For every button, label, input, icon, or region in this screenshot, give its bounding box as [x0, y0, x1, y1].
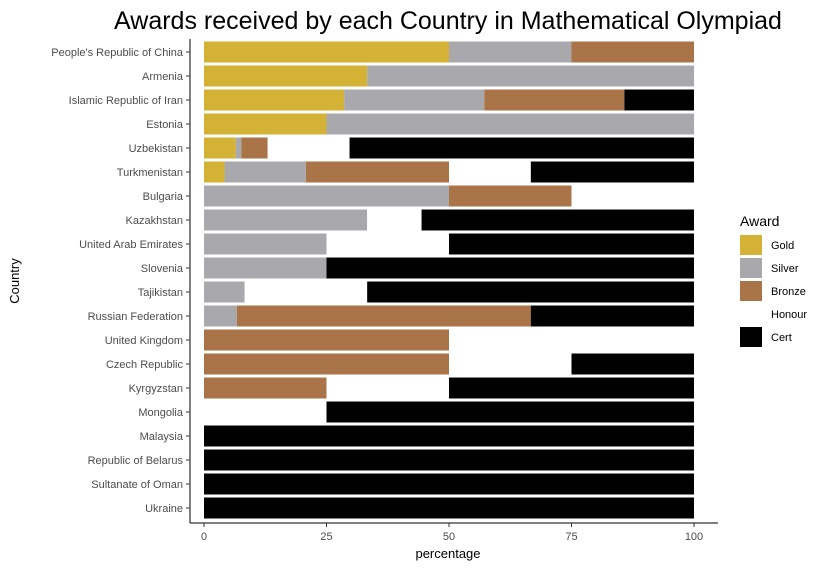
- bar-turkmenistan-bronze: [305, 161, 449, 183]
- legend-label-gold: Gold: [771, 240, 794, 252]
- y-tick-label: Kazakhstan: [126, 215, 183, 227]
- x-axis: 0 25 50 75 100: [190, 522, 718, 543]
- bar-united-kingdom-honour: [449, 329, 694, 351]
- bar-united-arab-emirates-honour: [326, 233, 449, 255]
- bar-united-arab-emirates-silver: [204, 233, 327, 255]
- bar-russian-federation-cert: [530, 305, 694, 327]
- chart-title: Awards received by each Country in Mathe…: [114, 7, 782, 35]
- bar-kazakhstan-silver: [204, 209, 368, 231]
- legend-key-cert: [740, 327, 762, 347]
- legend-label-cert: Cert: [771, 332, 792, 344]
- bar-uzbekistan-silver: [235, 137, 242, 159]
- bar-islamic-republic-of-iran-silver: [344, 89, 485, 111]
- bar-islamic-republic-of-iran-gold: [204, 89, 345, 111]
- y-tick-label: Estonia: [146, 119, 184, 131]
- y-axis-title: Country: [7, 258, 22, 304]
- bar-estonia-silver: [326, 113, 694, 135]
- bar-uzbekistan-bronze: [241, 137, 268, 159]
- bar-uzbekistan-gold: [204, 137, 236, 159]
- y-tick-label: United Kingdom: [105, 335, 183, 347]
- bar-kazakhstan-honour: [367, 209, 422, 231]
- bar-czech-republic-bronze: [204, 353, 449, 375]
- y-tick-label: Malaysia: [140, 431, 184, 443]
- bar-turkmenistan-gold: [204, 161, 225, 183]
- x-tick-label: 0: [201, 531, 207, 543]
- bar-people-s-republic-of-china-silver: [449, 41, 572, 63]
- bar-tajikistan-cert: [367, 281, 694, 303]
- bar-russian-federation-bronze: [236, 305, 531, 327]
- y-tick-label: Uzbekistan: [129, 143, 183, 155]
- x-axis-title: percentage: [415, 546, 480, 561]
- x-tick-label: 25: [320, 531, 332, 543]
- bar-czech-republic-honour: [449, 353, 572, 375]
- bar-slovenia-cert: [326, 257, 694, 279]
- bar-people-s-republic-of-china-gold: [204, 41, 449, 63]
- bar-malaysia-cert: [204, 425, 694, 447]
- legend-key-silver: [740, 258, 762, 278]
- bar-estonia-gold: [204, 113, 327, 135]
- y-tick-label: Armenia: [142, 71, 184, 83]
- bar-uzbekistan-cert: [349, 137, 694, 159]
- bar-turkmenistan-cert: [530, 161, 694, 183]
- legend-title: Award: [740, 213, 779, 229]
- y-tick-label: Slovenia: [141, 263, 184, 275]
- bar-kyrgyzstan-cert: [449, 377, 694, 399]
- bar-kyrgyzstan-honour: [326, 377, 449, 399]
- bar-czech-republic-cert: [571, 353, 694, 375]
- bar-islamic-republic-of-iran-bronze: [484, 89, 625, 111]
- y-tick-label: People's Republic of China: [51, 47, 184, 59]
- bar-mongolia-honour: [204, 401, 327, 423]
- legend-label-bronze: Bronze: [771, 286, 806, 298]
- legend-label-silver: Silver: [771, 263, 799, 275]
- legend-key-honour: [740, 304, 762, 324]
- x-tick-label: 75: [565, 531, 577, 543]
- legend-key-gold: [740, 235, 762, 255]
- y-tick-label: Russian Federation: [88, 311, 183, 323]
- legend: Award Gold Silver Bronze Honour Cert: [740, 213, 807, 347]
- bars-layer: [204, 41, 694, 519]
- y-tick-label: Kyrgyzstan: [129, 383, 183, 395]
- bar-bulgaria-honour: [571, 185, 694, 207]
- bar-slovenia-silver: [204, 257, 327, 279]
- y-tick-label: Republic of Belarus: [88, 455, 184, 467]
- y-tick-label: Turkmenistan: [117, 167, 183, 179]
- bar-republic-of-belarus-cert: [204, 449, 694, 471]
- bar-united-kingdom-bronze: [204, 329, 449, 351]
- y-tick-label: Sultanate of Oman: [91, 479, 183, 491]
- bar-russian-federation-silver: [204, 305, 237, 327]
- bar-turkmenistan-silver: [224, 161, 306, 183]
- bar-kyrgyzstan-bronze: [204, 377, 327, 399]
- bar-turkmenistan-honour: [449, 161, 531, 183]
- bar-uzbekistan-honour: [267, 137, 350, 159]
- bar-armenia-gold: [204, 65, 368, 87]
- bar-mongolia-cert: [326, 401, 694, 423]
- bar-people-s-republic-of-china-bronze: [571, 41, 694, 63]
- bar-tajikistan-silver: [204, 281, 245, 303]
- legend-key-bronze: [740, 281, 762, 301]
- y-tick-label: Mongolia: [138, 407, 184, 419]
- y-tick-label: Bulgaria: [143, 191, 184, 203]
- y-tick-label: Tajikistan: [138, 287, 183, 299]
- bar-bulgaria-silver: [204, 185, 449, 207]
- y-tick-label: Ukraine: [145, 503, 183, 515]
- y-tick-label: United Arab Emirates: [79, 239, 183, 251]
- bar-sultanate-of-oman-cert: [204, 473, 694, 495]
- y-tick-label: Islamic Republic of Iran: [69, 95, 183, 107]
- x-tick-label: 50: [443, 531, 455, 543]
- bar-islamic-republic-of-iran-cert: [624, 89, 694, 111]
- x-tick-label: 100: [685, 531, 703, 543]
- legend-label-honour: Honour: [771, 309, 807, 321]
- bar-ukraine-cert: [204, 497, 694, 519]
- bar-united-arab-emirates-cert: [449, 233, 694, 255]
- bar-bulgaria-bronze: [449, 185, 572, 207]
- y-axis: People's Republic of China Armenia Islamic…: [51, 39, 191, 523]
- y-tick-label: Czech Republic: [106, 359, 184, 371]
- bar-armenia-silver: [367, 65, 694, 87]
- bar-kazakhstan-cert: [421, 209, 694, 231]
- bar-tajikistan-honour: [244, 281, 368, 303]
